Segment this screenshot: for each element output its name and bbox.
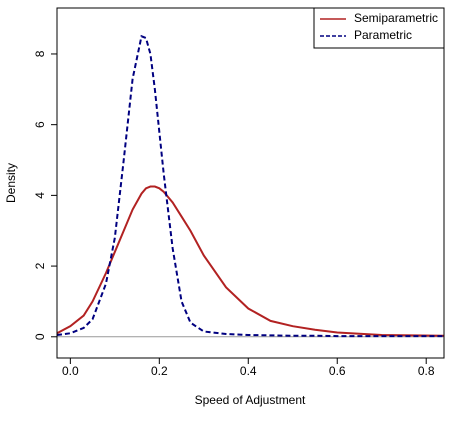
- y-tick-label: 8: [33, 50, 47, 57]
- x-axis-label: Speed of Adjustment: [195, 393, 306, 407]
- y-tick-label: 2: [33, 262, 47, 269]
- x-tick-label: 0.4: [240, 364, 257, 378]
- legend-box: [313, 7, 445, 49]
- x-tick-label: 0.8: [418, 364, 435, 378]
- x-tick-label: 0.6: [329, 364, 346, 378]
- x-tick-label: 0.0: [62, 364, 79, 378]
- x-tick-label: 0.2: [151, 364, 168, 378]
- y-tick-label: 4: [33, 192, 47, 199]
- y-tick-label: 0: [33, 333, 47, 340]
- legend-label: Parametric: [354, 28, 412, 42]
- legend-label: Semiparametric: [354, 11, 438, 25]
- density-line: [56, 34, 444, 338]
- y-axis-label: Density: [4, 163, 18, 203]
- y-tick-label: 6: [33, 121, 47, 128]
- density-line: [56, 185, 445, 337]
- plot-frame: [56, 7, 445, 359]
